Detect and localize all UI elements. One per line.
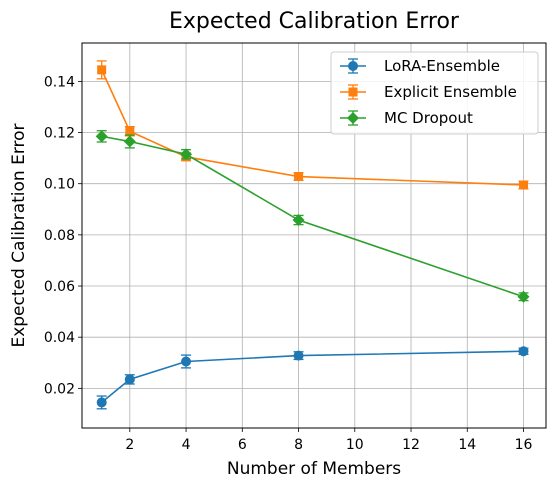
- data-point: [519, 180, 529, 190]
- y-tick-label: 0.10: [44, 177, 75, 193]
- data-point: [97, 65, 107, 75]
- y-tick-label: 0.08: [44, 228, 75, 244]
- x-tick-label: 12: [402, 437, 420, 453]
- data-point: [180, 148, 193, 161]
- plot-frame: [81, 42, 547, 429]
- legend-label: MC Dropout: [384, 109, 473, 127]
- x-tick-label: 4: [182, 437, 191, 453]
- data-point: [125, 126, 135, 136]
- data-point: [123, 135, 136, 148]
- axis-ticks: 2 4 6 8 10 12 14 16 0.02 0.04 0.06 0.08 0.10 0.12 0.14: [44, 74, 533, 453]
- data-point: [518, 346, 529, 357]
- legend-marker: [347, 112, 359, 124]
- x-axis-label: Number of Members: [227, 459, 401, 479]
- data-point: [95, 130, 108, 143]
- series-mc-dropout: [95, 130, 530, 303]
- data-point: [96, 397, 107, 408]
- series-layer: [95, 60, 530, 410]
- x-tick-label: 14: [458, 437, 476, 453]
- legend-label: Explicit Ensemble: [384, 83, 517, 101]
- y-tick-label: 0.12: [44, 126, 75, 142]
- legend-box: [330, 51, 539, 135]
- series-line: [101, 350, 524, 404]
- series-lora-ensemble: [96, 346, 529, 410]
- x-tick-label: 16: [515, 437, 533, 453]
- x-tick-label: 10: [346, 437, 364, 453]
- x-tick-label: 8: [294, 437, 303, 453]
- y-axis-label: Expected Calibration Error: [9, 123, 29, 347]
- y-tick-label: 0.14: [44, 74, 75, 90]
- data-point: [294, 172, 304, 182]
- data-point: [124, 374, 135, 385]
- x-tick-label: 6: [238, 437, 247, 453]
- data-point: [517, 290, 530, 303]
- y-tick-label: 0.04: [44, 330, 75, 346]
- x-tick-label: 2: [125, 437, 134, 453]
- data-point: [292, 214, 305, 227]
- chart-title: Expected Calibration Error: [169, 9, 460, 34]
- legend-marker: [348, 87, 358, 97]
- y-tick-label: 0.06: [44, 279, 75, 295]
- data-point: [293, 350, 304, 361]
- legend-label: LoRA-Ensemble: [384, 57, 500, 75]
- legend: LoRA-Ensemble Explicit Ensemble MC Dropout: [330, 51, 539, 135]
- data-point: [181, 356, 192, 367]
- legend-marker: [348, 61, 358, 71]
- y-tick-label: 0.02: [44, 381, 75, 397]
- series-line: [101, 135, 524, 298]
